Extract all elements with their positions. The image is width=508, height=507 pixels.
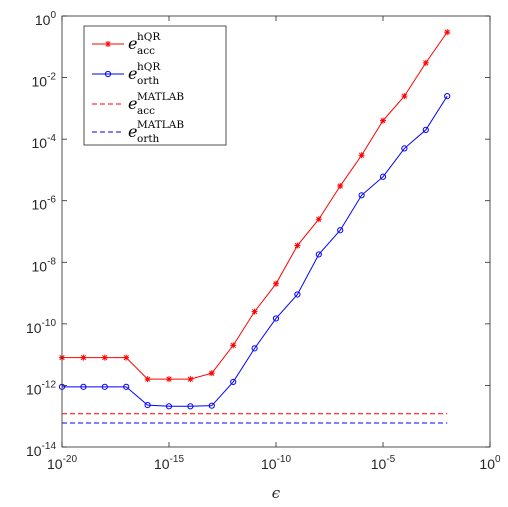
legend-superscript: MATLAB: [137, 119, 184, 131]
legend-entry-1: e hQR orth: [92, 61, 161, 87]
series-1-point: [101, 383, 108, 390]
series-0-point: [273, 280, 279, 287]
x-axis-label: ϵ: [272, 484, 281, 502]
series-line-1: [62, 95, 448, 407]
y-tick-label: 100: [35, 10, 57, 28]
series-0-point: [101, 354, 108, 361]
series-0-point: [401, 93, 408, 100]
series-0-point: [166, 376, 172, 383]
legend-swatch-marker: [105, 41, 111, 47]
series-0-point: [144, 376, 151, 383]
series-1-point: [379, 173, 387, 180]
y-tick-label: 10-4: [32, 133, 57, 151]
series-1-point: [358, 192, 365, 199]
series-0-point: [422, 59, 429, 66]
y-tick-label: 10-14: [26, 441, 56, 459]
x-tick-label: 10-15: [154, 454, 184, 472]
series-0-point: [208, 370, 215, 377]
series-0-point: [337, 183, 344, 190]
series-1: [58, 93, 451, 410]
series-0-point: [358, 152, 365, 159]
series-0-point: [230, 342, 237, 349]
series-1-point: [251, 345, 258, 352]
legend-superscript: hQR: [137, 31, 161, 43]
chart-marks: [58, 29, 451, 424]
legend-subscript: orth: [137, 133, 160, 145]
series-1-point: [123, 383, 130, 390]
y-tick-label: 10-6: [32, 195, 57, 213]
legend-symbol: e: [128, 122, 137, 141]
series-0-point: [444, 29, 451, 36]
series-1-point: [144, 401, 151, 409]
legend-superscript: MATLAB: [137, 91, 184, 103]
legend-subscript: acc: [137, 105, 155, 117]
y-tick-label: 10-10: [26, 318, 56, 336]
series-1-point: [165, 403, 173, 410]
series-1-point: [294, 291, 301, 298]
series-1-point: [187, 403, 194, 410]
legend-entry-3: e MATLAB orth: [92, 119, 184, 145]
series-1-point: [444, 93, 451, 100]
series-1-point: [230, 378, 237, 386]
series-1-point: [208, 402, 215, 409]
legend-symbol: e: [128, 34, 137, 53]
x-tick-label: 10-20: [47, 454, 77, 472]
legend-subscript: acc: [137, 45, 155, 57]
series-1-point: [401, 145, 408, 152]
legend-swatch-marker: [104, 70, 112, 78]
series-0-point: [251, 308, 258, 315]
y-tick-label: 10-2: [32, 72, 57, 90]
series-1-point: [272, 315, 280, 322]
axis-ticks: 10-20 10-15 10-10 10-5 100 10-14 10-12 10-10 10-…: [26, 10, 501, 472]
series-0-point: [80, 354, 87, 361]
legend-symbol: e: [128, 64, 137, 83]
legend-subscript: orth: [137, 75, 160, 87]
series-0-point: [380, 117, 386, 124]
series-1-point: [80, 383, 87, 390]
series-0-point: [294, 242, 301, 249]
series-1-point: [315, 251, 322, 258]
series-1-point: [337, 227, 344, 234]
legend-symbol: e: [128, 94, 137, 113]
series-0-point: [315, 216, 322, 223]
x-tick-label: 10-5: [371, 454, 396, 472]
series-1-point: [422, 126, 429, 133]
legend-superscript: hQR: [137, 61, 161, 73]
legend-entry-2: e MATLAB acc: [92, 91, 184, 117]
x-tick-label: 10-10: [261, 454, 291, 472]
series-0-point: [187, 376, 194, 383]
series-0-point: [123, 354, 130, 361]
y-tick-label: 10-8: [32, 256, 57, 274]
x-tick-label: 100: [479, 454, 501, 472]
legend-entry-0: e hQR acc: [92, 31, 161, 57]
y-tick-label: 10-12: [26, 379, 56, 397]
